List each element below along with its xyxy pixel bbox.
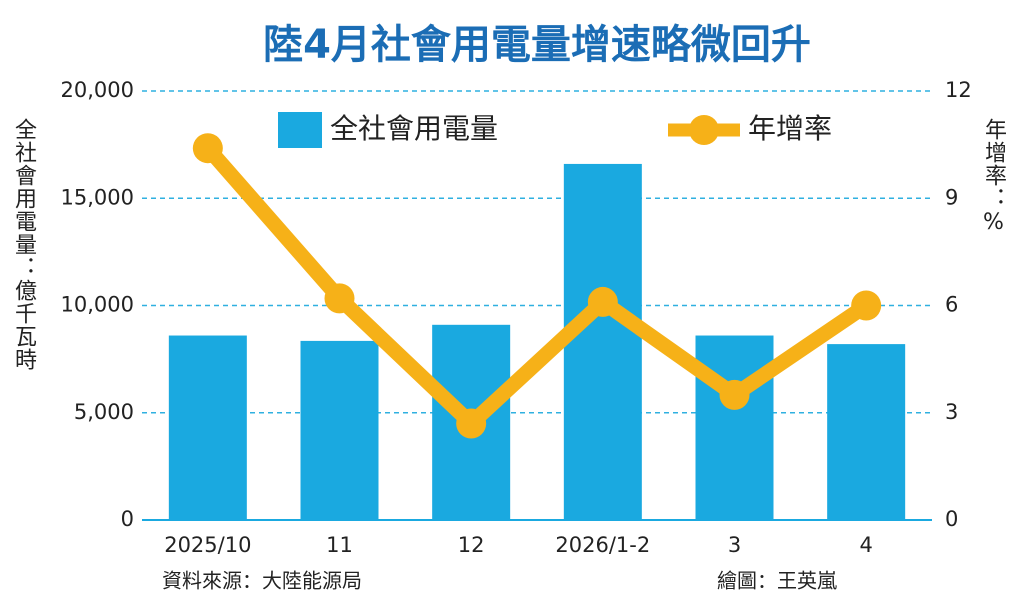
x-tick-label: 2025/10: [164, 533, 251, 557]
y-tick-label: 0: [121, 507, 134, 531]
line: [202, 143, 871, 431]
line-marker: [587, 286, 618, 317]
y2-tick-label: 3: [945, 400, 958, 424]
line-marker: [851, 290, 882, 321]
y-axis-label: 全社會用電量：億千瓦時: [11, 118, 36, 371]
legend-swatch: [278, 112, 322, 148]
source: 資料來源：大陸能源局: [162, 569, 362, 593]
x-tick-label: 11: [326, 533, 353, 557]
y2-tick-label: 6: [945, 293, 958, 317]
line-marker: [719, 379, 750, 410]
bar: [168, 335, 247, 520]
y-tick-label: 5,000: [74, 400, 134, 424]
line-marker: [324, 283, 355, 314]
y-tick-label: 10,000: [61, 293, 134, 317]
y2-tick-label: 12: [945, 78, 972, 102]
chart-title: 陸4月社會用電量增速略微回升: [263, 22, 811, 68]
x-tick-label: 3: [728, 533, 741, 557]
legend-marker: [689, 115, 719, 145]
legend-label: 年增率: [748, 112, 832, 145]
line-marker: [456, 408, 487, 439]
credit: 繪圖：王英嵐: [717, 569, 837, 593]
y2-axis-label: 年增率：%: [981, 118, 1006, 236]
legend-label: 全社會用電量: [330, 112, 498, 145]
bar: [563, 163, 642, 520]
line-marker: [192, 133, 223, 164]
x-tick-label: 12: [458, 533, 485, 557]
bar: [695, 335, 774, 520]
x-tick-label: 2026/1-2: [555, 533, 650, 557]
y-tick-label: 15,000: [61, 185, 134, 209]
y-tick-label: 20,000: [61, 78, 134, 102]
bar: [827, 344, 906, 520]
bar: [300, 340, 379, 520]
x-tick-label: 4: [859, 533, 872, 557]
y2-tick-label: 0: [945, 507, 958, 531]
y2-tick-label: 9: [945, 185, 958, 209]
